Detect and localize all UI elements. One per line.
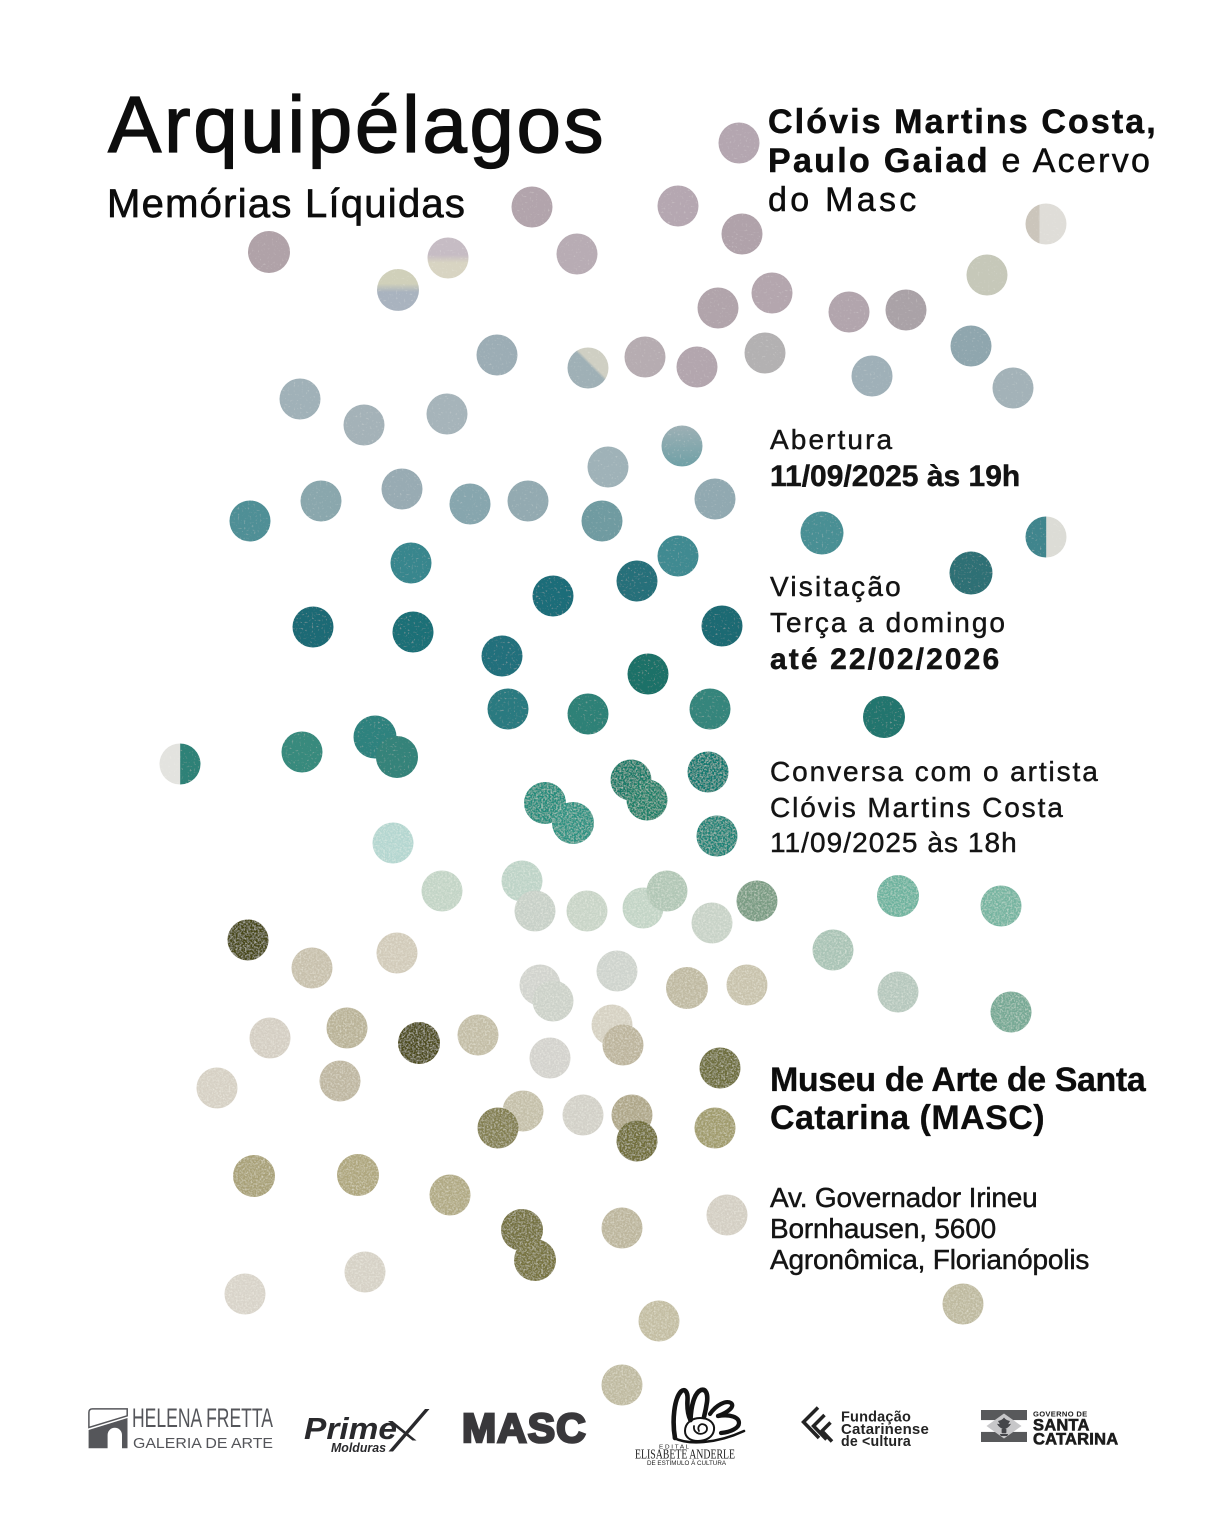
svg-text:Prime: Prime (304, 1411, 397, 1446)
svg-text:ELISABETE ANDERLE: ELISABETE ANDERLE (635, 1447, 735, 1462)
svg-text:GALERIA DE ARTE: GALERIA DE ARTE (133, 1435, 273, 1452)
svg-text:DE ESTÍMULO À CULTURA: DE ESTÍMULO À CULTURA (647, 1460, 726, 1466)
svg-text:CATARINA: CATARINA (1033, 1431, 1118, 1446)
svg-text:E D I T A L: E D I T A L (659, 1445, 689, 1451)
svg-text:SANTA: SANTA (1033, 1417, 1090, 1435)
svg-text:Catarinense: Catarinense (841, 1421, 929, 1438)
svg-text:HELENA FRETTA: HELENA FRETTA (132, 1404, 273, 1433)
svg-text:Molduras: Molduras (331, 1440, 386, 1455)
svg-text:GOVERNO DE: GOVERNO DE (1033, 1410, 1087, 1419)
svg-text:Fundação: Fundação (841, 1409, 911, 1426)
svg-text:de <ultura: de <ultura (841, 1433, 911, 1450)
